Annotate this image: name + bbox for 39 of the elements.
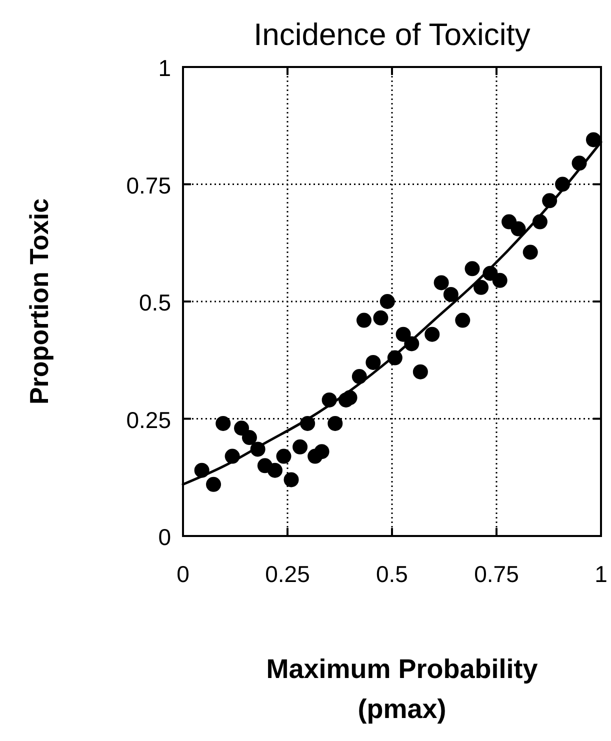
point <box>242 430 257 446</box>
point <box>380 294 395 309</box>
point <box>328 416 343 431</box>
point <box>522 244 538 260</box>
point <box>464 261 480 276</box>
point <box>586 132 601 148</box>
y-axis-title: Proportion Toxic <box>24 198 54 405</box>
y-tick-label: 0.75 <box>126 172 171 198</box>
x-tick-label: 0.75 <box>474 561 519 587</box>
point <box>206 476 222 492</box>
y-tick-label: 1 <box>158 55 171 81</box>
point <box>276 448 292 464</box>
point <box>267 462 282 478</box>
point <box>396 326 411 342</box>
point <box>314 444 330 460</box>
point <box>234 420 250 436</box>
x-tick-label: 0.25 <box>265 561 310 587</box>
point <box>366 354 381 370</box>
point <box>474 280 489 295</box>
x-axis-title: Maximum Probability (pmax) <box>266 654 538 724</box>
point <box>373 310 388 326</box>
chart-title: Incidence of Toxicity <box>254 17 531 52</box>
x-tick-label: 1 <box>594 561 608 587</box>
y-tick-label: 0.5 <box>139 290 171 316</box>
point <box>412 364 428 380</box>
point <box>510 221 526 236</box>
point <box>434 275 449 290</box>
point <box>443 286 458 302</box>
point <box>292 439 308 454</box>
point <box>284 472 299 488</box>
point <box>492 272 508 288</box>
point <box>455 312 470 328</box>
y-tick-label: 0 <box>158 524 171 550</box>
x-tick-label: 0 <box>176 561 190 587</box>
x-tick-label: 0.5 <box>376 561 408 587</box>
point <box>216 416 231 431</box>
point <box>424 326 440 342</box>
y-tick-label: 0.25 <box>126 406 171 433</box>
point <box>356 312 372 328</box>
